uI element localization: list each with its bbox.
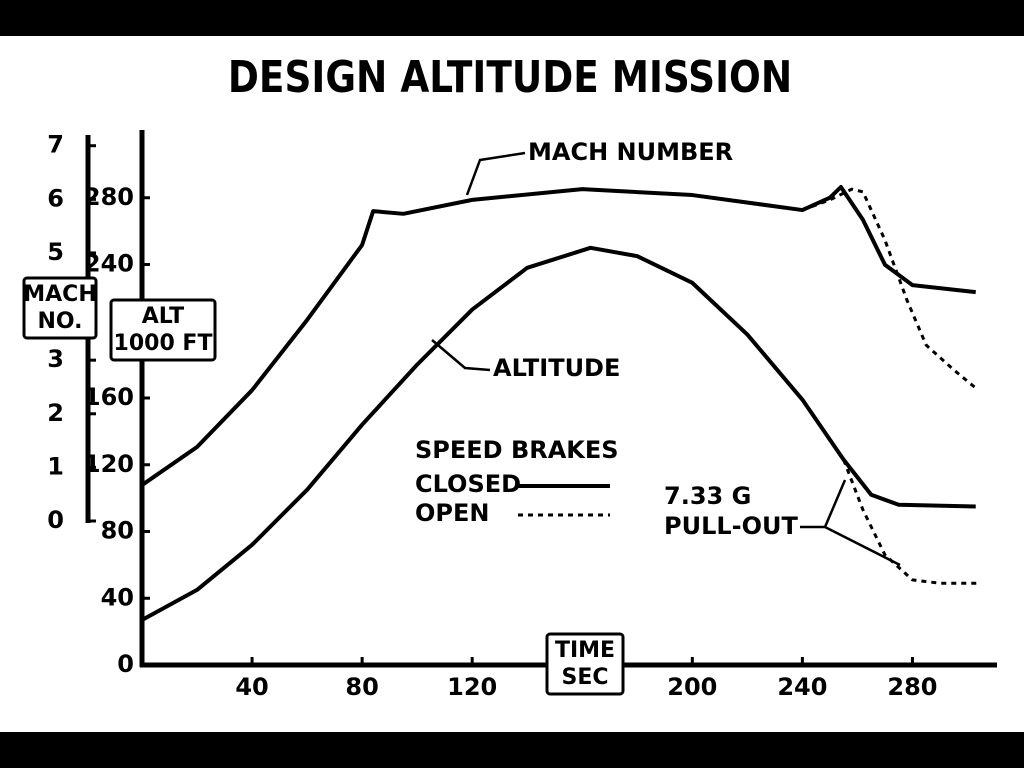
y2-tick-label: 6	[47, 184, 64, 212]
background	[0, 36, 1024, 732]
series-line	[141, 245, 976, 622]
legend-label: OPEN	[415, 499, 489, 527]
series-label: MACH NUMBER	[528, 138, 733, 166]
y-tick-label: 120	[84, 450, 134, 478]
y-axis-label: ALT	[142, 304, 184, 329]
x-tick-label: 200	[667, 673, 717, 701]
legend-label: CLOSED	[415, 470, 521, 498]
y-axis-label-box	[109, 298, 217, 362]
y-tick-label: 280	[84, 183, 134, 211]
y2-axis-label: MACH	[23, 282, 96, 307]
x-axis-label: SEC	[561, 665, 608, 690]
y-tick-label: 80	[101, 517, 134, 545]
y2-axis-label-box	[22, 276, 98, 340]
y2-tick-label: 7	[47, 131, 64, 159]
y-tick-label: 40	[101, 583, 134, 611]
series-line	[140, 185, 976, 487]
chart-title: DESIGN ALTITUDE MISSION	[228, 51, 792, 103]
y2-tick-label: 0	[47, 506, 64, 534]
series-line	[842, 459, 982, 585]
y2-tick-label: 3	[47, 345, 64, 373]
y-axis-label: 1000 FT	[114, 331, 213, 356]
legend-title: SPEED BRAKES	[415, 436, 619, 464]
y2-tick-label: 5	[47, 238, 64, 266]
x-tick-label: 120	[447, 673, 497, 701]
y2-tick-label: 2	[47, 399, 64, 427]
arrows	[431, 151, 901, 567]
annotation: 7.33 G	[664, 482, 751, 510]
x-tick-label: 240	[777, 673, 827, 701]
y-tick-label: 160	[84, 383, 134, 411]
arrow	[800, 479, 901, 567]
y-tick-label: 0	[117, 650, 134, 678]
annotation: PULL-OUT	[664, 512, 799, 540]
x-tick-label: 280	[887, 673, 937, 701]
y2-axis-label: NO.	[38, 309, 83, 334]
y2-tick-label: 1	[47, 452, 64, 480]
x-tick-label: 40	[235, 673, 268, 701]
x-axis-label-box	[545, 632, 625, 696]
x-axis-label: TIME	[555, 638, 615, 663]
arrow	[465, 151, 526, 196]
x-tick-label: 80	[345, 673, 378, 701]
series-label: ALTITUDE	[493, 354, 620, 382]
arrow	[431, 339, 491, 372]
